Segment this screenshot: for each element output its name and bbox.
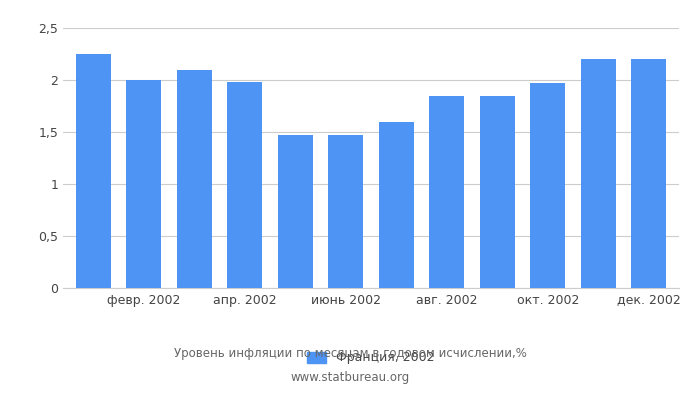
- Bar: [530, 83, 566, 288]
- Bar: [126, 80, 162, 288]
- Bar: [176, 70, 212, 288]
- Bar: [429, 96, 464, 288]
- Bar: [580, 59, 616, 288]
- Bar: [227, 82, 262, 288]
- Bar: [631, 59, 666, 288]
- Bar: [278, 135, 313, 288]
- Text: www.statbureau.org: www.statbureau.org: [290, 372, 410, 384]
- Bar: [328, 135, 363, 288]
- Legend: Франция, 2002: Франция, 2002: [307, 352, 435, 364]
- Text: Уровень инфляции по месяцам в годовом исчислении,%: Уровень инфляции по месяцам в годовом ис…: [174, 348, 526, 360]
- Bar: [480, 96, 515, 288]
- Bar: [379, 122, 414, 288]
- Bar: [76, 54, 111, 288]
